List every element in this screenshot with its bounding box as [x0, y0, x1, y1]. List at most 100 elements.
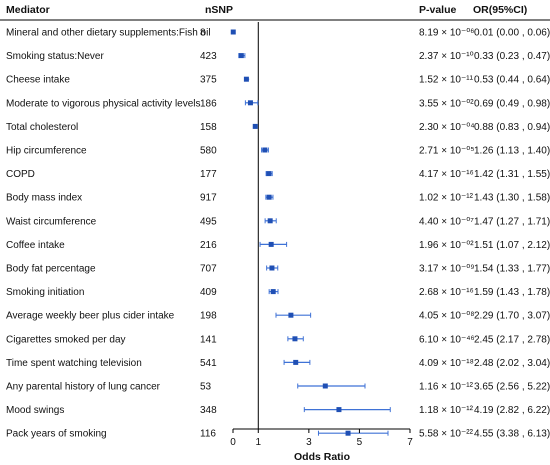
or-marker	[336, 407, 342, 413]
x-tick-label: 1	[256, 437, 262, 448]
mediator-label: Mood swings	[6, 405, 64, 416]
or-ci-value: 0.69 (0.49 , 0.98)	[474, 98, 550, 109]
mediator-label: Average weekly beer plus cider intake	[6, 311, 175, 322]
header-mediator: Mediator	[6, 4, 50, 16]
p-value: 6.10 × 10⁻⁴⁶	[419, 334, 475, 345]
or-marker	[270, 289, 276, 295]
mediator-label: Coffee intake	[6, 240, 65, 251]
forest-row: Cheese intake 375 1.52 × 10⁻¹¹ 0.53 (0.44 ,…	[6, 75, 550, 86]
or-marker	[292, 336, 298, 342]
forest-row: Hip circumference 580 2.71 × 10⁻⁰⁵ 1.26 (1.…	[6, 146, 550, 157]
forest-row: Mood swings 348 1.18 × 10⁻¹² 4.19 (2.82 , 6…	[6, 405, 550, 416]
or-ci-value: 1.26 (1.13 , 1.40)	[474, 146, 550, 157]
or-marker	[262, 147, 268, 153]
or-marker	[267, 218, 273, 224]
nsnp-value: 198	[200, 311, 217, 322]
nsnp-value: 541	[200, 358, 217, 369]
p-value: 3.17 × 10⁻⁰⁹	[419, 264, 475, 275]
forest-row: Coffee intake 216 1.96 × 10⁻⁰² 1.51 (1.07 ,…	[6, 240, 550, 251]
nsnp-value: 8	[200, 28, 206, 39]
forest-row: Body fat percentage 707 3.17 × 10⁻⁰⁹ 1.54 (…	[6, 264, 550, 275]
nsnp-value: 423	[200, 51, 217, 62]
or-ci-value: 3.65 (2.56 , 5.22)	[474, 382, 550, 393]
or-marker	[293, 359, 299, 365]
p-value: 4.05 × 10⁻⁰⁸	[419, 311, 475, 322]
p-value: 5.58 × 10⁻²²	[419, 429, 474, 440]
nsnp-value: 116	[200, 429, 216, 440]
mediator-label: Total cholesterol	[6, 122, 78, 133]
p-value: 1.18 × 10⁻¹²	[419, 405, 474, 416]
nsnp-value: 707	[200, 264, 217, 275]
mediator-label: COPD	[6, 169, 35, 180]
mediator-label: Cheese intake	[6, 75, 70, 86]
mediator-label: Mineral and other dietary supplements:Fi…	[6, 28, 211, 39]
nsnp-value: 141	[200, 334, 217, 345]
mediator-label: Cigarettes smoked per day	[6, 334, 126, 345]
or-marker	[266, 194, 272, 200]
nsnp-value: 186	[200, 98, 217, 109]
p-value: 2.30 × 10⁻⁰⁴	[419, 122, 475, 133]
or-ci-value: 0.88 (0.83 , 0.94)	[474, 122, 550, 133]
nsnp-value: 580	[200, 146, 217, 157]
or-ci-value: 2.45 (2.17 , 2.78)	[474, 334, 550, 345]
or-marker	[266, 171, 272, 177]
or-marker	[238, 53, 244, 59]
p-value: 3.55 × 10⁻⁰²	[419, 98, 474, 109]
x-tick-label: 3	[306, 437, 312, 448]
x-tick-label: 7	[407, 437, 413, 448]
or-ci-value: 1.54 (1.33 , 1.77)	[474, 264, 550, 275]
forest-row: Moderate to vigorous physical activity l…	[6, 98, 550, 109]
x-tick-label: 5	[357, 437, 363, 448]
nsnp-value: 53	[200, 382, 212, 393]
mediator-label: Hip circumference	[6, 146, 87, 157]
mediator-label: Moderate to vigorous physical activity l…	[6, 98, 201, 109]
p-value: 4.17 × 10⁻¹⁶	[419, 169, 474, 180]
or-ci-value: 2.48 (2.02 , 3.04)	[474, 358, 550, 369]
or-marker	[268, 241, 274, 247]
p-value: 1.02 × 10⁻¹²	[419, 193, 474, 204]
or-ci-value: 1.59 (1.43 , 1.78)	[474, 287, 550, 298]
p-value: 2.37 × 10⁻¹⁰	[419, 51, 474, 62]
or-ci-value: 1.43 (1.30 , 1.58)	[474, 193, 550, 204]
or-ci-value: 4.55 (3.38 , 6.13)	[474, 429, 550, 440]
or-marker	[243, 76, 249, 82]
or-marker	[247, 100, 253, 106]
nsnp-value: 177	[200, 169, 217, 180]
mediator-label: Pack years of smoking	[6, 429, 107, 440]
or-ci-value: 4.19 (2.82 , 6.22)	[474, 405, 550, 416]
or-ci-value: 0.53 (0.44 , 0.64)	[474, 75, 550, 86]
or-marker	[252, 123, 258, 129]
p-value: 1.96 × 10⁻⁰²	[419, 240, 474, 251]
or-ci-value: 0.01 (0.00 , 0.06)	[474, 28, 550, 39]
nsnp-value: 917	[200, 193, 217, 204]
forest-row: Time spent watching television 541 4.09 × …	[6, 358, 550, 369]
rows-layer: Mineral and other dietary supplements:Fi…	[6, 22, 550, 440]
forest-row: Average weekly beer plus cider intake 198…	[6, 311, 550, 322]
forest-row: Any parental history of lung cancer 53 1.1…	[6, 382, 550, 393]
p-value: 4.40 × 10⁻⁰⁷	[419, 216, 474, 227]
forest-row: Body mass index 917 1.02 × 10⁻¹² 1.43 (1.30…	[6, 193, 550, 204]
p-value: 4.09 × 10⁻¹⁸	[419, 358, 474, 369]
p-value: 1.52 × 10⁻¹¹	[419, 75, 474, 86]
forest-row: Total cholesterol 158 2.30 × 10⁻⁰⁴ 0.88 (0.…	[6, 122, 550, 133]
p-value: 8.19 × 10⁻⁰⁶	[419, 28, 474, 39]
forest-row: Waist circumference 495 4.40 × 10⁻⁰⁷ 1.47 (…	[6, 216, 550, 227]
nsnp-value: 348	[200, 405, 217, 416]
or-marker	[269, 265, 275, 271]
or-ci-value: 0.33 (0.23 , 0.47)	[474, 51, 550, 62]
nsnp-value: 495	[200, 216, 217, 227]
x-axis-title: Odds Ratio	[294, 451, 350, 463]
or-ci-value: 2.29 (1.70 , 3.07)	[474, 311, 550, 322]
mediator-label: Smoking initiation	[6, 287, 84, 298]
nsnp-value: 375	[200, 75, 217, 86]
p-value: 2.68 × 10⁻¹⁶	[419, 287, 474, 298]
forest-row: Smoking status:Never 423 2.37 × 10⁻¹⁰ 0.33 …	[6, 51, 550, 62]
mediator-label: Body fat percentage	[6, 264, 96, 275]
nsnp-value: 409	[200, 287, 217, 298]
forest-row: Mineral and other dietary supplements:Fi…	[6, 28, 550, 39]
or-ci-value: 1.51 (1.07 , 2.12)	[474, 240, 550, 251]
or-ci-value: 1.42 (1.31 , 1.55)	[474, 169, 550, 180]
header-pvalue: P-value	[419, 4, 457, 16]
mediator-label: Waist circumference	[6, 216, 97, 227]
